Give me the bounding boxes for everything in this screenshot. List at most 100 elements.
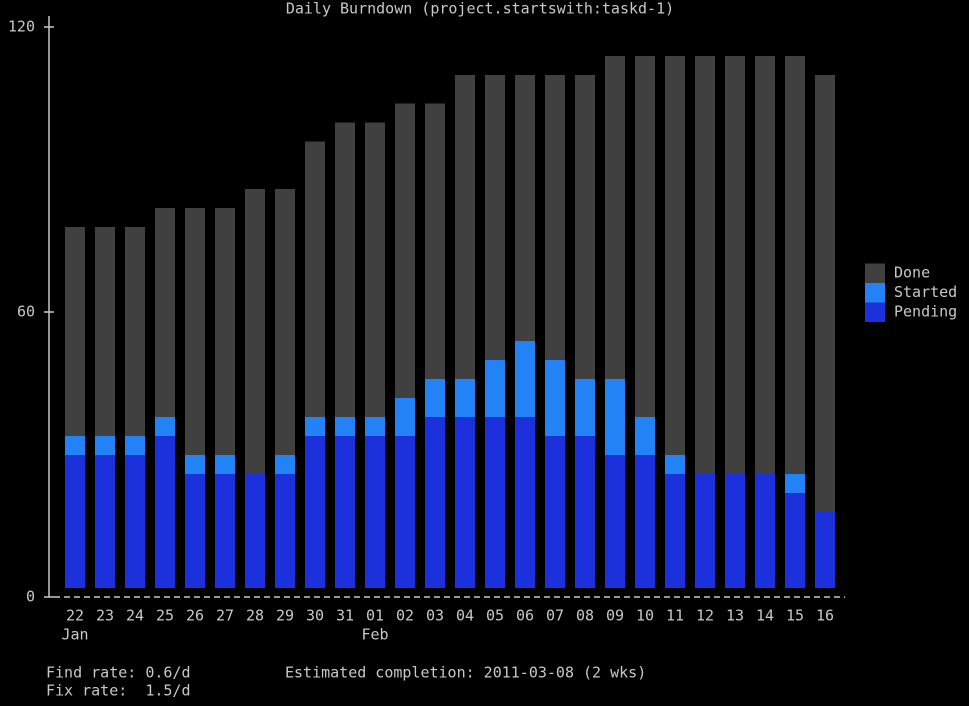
bar-segment: [455, 379, 475, 417]
bar-segment: [515, 341, 535, 417]
x-tick-label: 09: [606, 607, 624, 625]
x-tick-label: 11: [666, 607, 684, 625]
x-tick-label: 01: [366, 607, 384, 625]
bar-segment: [95, 436, 115, 455]
x-tick-label: 29: [276, 607, 294, 625]
x-tick-label: 28: [246, 607, 264, 625]
x-tick-label: 05: [486, 607, 504, 625]
bar-segment: [785, 56, 805, 474]
bar-segment: [365, 436, 385, 588]
bar-segment: [365, 122, 385, 417]
bar-segment: [185, 208, 205, 455]
chart-title: Daily Burndown (project.startswith:taskd…: [286, 0, 674, 18]
bar-segment: [245, 189, 265, 474]
bar-segment: [575, 436, 595, 588]
x-tick-label: 08: [576, 607, 594, 625]
bar-segment: [695, 474, 715, 588]
bar-segment: [335, 417, 355, 436]
bar-segment: [365, 417, 385, 436]
bar-segment: [425, 103, 445, 379]
bar-segment: [485, 360, 505, 417]
x-tick-label: 14: [756, 607, 774, 625]
bar-segment: [605, 379, 625, 455]
x-tick-label: 02: [396, 607, 414, 625]
bar-segment: [305, 141, 325, 417]
bar-segment: [275, 474, 295, 588]
x-tick-label: 07: [546, 607, 564, 625]
bar-segment: [155, 436, 175, 588]
bar-segment: [605, 56, 625, 379]
legend-swatch: [865, 283, 885, 303]
x-tick-label: 15: [786, 607, 804, 625]
x-tick-label: 31: [336, 607, 354, 625]
x-tick-label: 27: [216, 607, 234, 625]
x-tick-label: 03: [426, 607, 444, 625]
bar-segment: [635, 455, 655, 588]
bar-segment: [155, 417, 175, 436]
y-tick-label: 120: [8, 18, 35, 36]
legend-swatch: [865, 263, 885, 283]
bar-segment: [785, 493, 805, 588]
bar-segment: [185, 455, 205, 474]
bar-segment: [455, 75, 475, 379]
legend-label: Started: [894, 283, 957, 301]
bar-segment: [485, 75, 505, 360]
bar-segment: [245, 474, 265, 588]
bar-segment: [545, 436, 565, 588]
fix-rate: Fix rate: 1.5/d: [46, 682, 191, 700]
bar-segment: [665, 455, 685, 474]
bar-segment: [395, 436, 415, 588]
bar-segment: [155, 208, 175, 417]
bar-segment: [305, 417, 325, 436]
bar-segment: [785, 474, 805, 493]
bar-segment: [395, 398, 415, 436]
bar-segment: [95, 455, 115, 588]
bar-segment: [335, 436, 355, 588]
bar-segment: [725, 474, 745, 588]
x-tick-label: 06: [516, 607, 534, 625]
bar-segment: [605, 455, 625, 588]
bar-segment: [425, 417, 445, 588]
bar-segment: [755, 474, 775, 588]
x-tick-label: 22: [66, 607, 84, 625]
x-tick-label: 26: [186, 607, 204, 625]
bar-segment: [635, 417, 655, 455]
bar-segment: [95, 227, 115, 436]
bar-segment: [65, 227, 85, 436]
bar-segment: [455, 417, 475, 588]
x-tick-label: 23: [96, 607, 114, 625]
bar-segment: [125, 227, 145, 436]
bar-segment: [755, 56, 775, 474]
bar-segment: [185, 474, 205, 588]
bar-segment: [545, 360, 565, 436]
legend-label: Pending: [894, 303, 957, 321]
x-tick-label: 13: [726, 607, 744, 625]
bar-segment: [815, 512, 835, 588]
y-tick-label: 0: [26, 588, 35, 606]
bar-segment: [65, 436, 85, 455]
bar-segment: [425, 379, 445, 417]
legend-swatch: [865, 302, 885, 322]
bar-segment: [125, 455, 145, 588]
bar-segment: [65, 455, 85, 588]
x-tick-label: 24: [126, 607, 144, 625]
bar-segment: [695, 56, 715, 474]
bar-segment: [575, 75, 595, 379]
bar-segment: [335, 122, 355, 417]
estimated-completion: Estimated completion: 2011-03-08 (2 wks): [285, 664, 646, 682]
x-tick-label: 30: [306, 607, 324, 625]
bar-segment: [635, 56, 655, 417]
bar-segment: [395, 103, 415, 398]
x-tick-label: 16: [816, 607, 834, 625]
bar-segment: [215, 474, 235, 588]
bar-segment: [665, 474, 685, 588]
bar-segment: [485, 417, 505, 588]
x-tick-label: 25: [156, 607, 174, 625]
x-tick-sublabel: Feb: [361, 626, 388, 644]
bar-segment: [575, 379, 595, 436]
find-rate: Find rate: 0.6/d: [46, 664, 191, 682]
x-tick-label: 10: [636, 607, 654, 625]
x-tick-label: 12: [696, 607, 714, 625]
